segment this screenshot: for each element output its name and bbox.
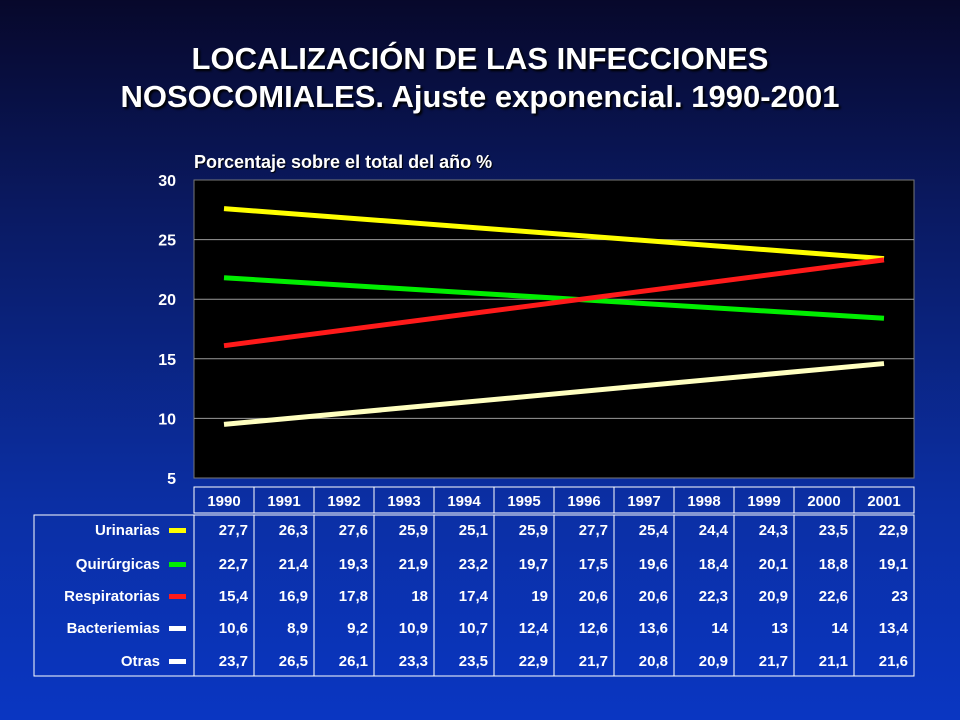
table-cell: 15,4 — [219, 588, 249, 605]
table-cell: 12,4 — [519, 620, 549, 637]
trend-line — [223, 257, 885, 349]
x-tick-label: 2001 — [867, 493, 900, 510]
table-cell: 17,5 — [579, 556, 608, 573]
table-cell: 23,5 — [459, 653, 488, 670]
title-line-1: LOCALIZACIÓN DE LAS INFECCIONES — [191, 41, 769, 76]
legend-swatch — [169, 626, 186, 631]
table-row-label: Respiratorias — [64, 588, 160, 605]
table-cell: 20,6 — [639, 588, 668, 605]
x-tick-label: 1996 — [567, 493, 600, 510]
table-cell: 20,9 — [699, 653, 728, 670]
x-tick-label: 1990 — [207, 493, 240, 510]
table-cell: 13,4 — [879, 620, 909, 637]
table-cell: 21,7 — [759, 653, 788, 670]
x-tick-label: 1992 — [327, 493, 360, 510]
table-cell: 19,7 — [519, 556, 548, 573]
table-cell: 25,9 — [519, 522, 548, 539]
table-cell: 21,4 — [279, 556, 309, 573]
x-tick-label: 2000 — [807, 493, 840, 510]
table-cell: 21,7 — [579, 653, 608, 670]
y-tick-label: 10 — [158, 411, 176, 428]
table-cell: 13,6 — [639, 620, 668, 637]
table-cell: 27,6 — [339, 522, 368, 539]
legend-swatch — [169, 528, 186, 533]
table-cell: 10,6 — [219, 620, 248, 637]
table-cell: 27,7 — [579, 522, 608, 539]
x-tick-label: 1991 — [267, 493, 300, 510]
y-tick-label: 25 — [158, 233, 176, 250]
table-cell: 18,8 — [819, 556, 848, 573]
table-cell: 10,9 — [399, 620, 428, 637]
table-cell: 22,3 — [699, 588, 728, 605]
plot-area — [193, 179, 915, 479]
table-row-label: Urinarias — [95, 522, 160, 539]
year-header-cell — [853, 486, 915, 514]
table-cell: 18,4 — [699, 556, 729, 573]
x-tick-label: 1994 — [447, 493, 481, 510]
x-tick-label: 1995 — [507, 493, 540, 510]
title-line-2: NOSOCOMIALES. Ajuste exponencial. 1990-2… — [120, 79, 840, 114]
table-cell: 22,9 — [879, 522, 908, 539]
table-cell: 14 — [831, 620, 848, 637]
table-row-label: Quirúrgicas — [76, 556, 160, 573]
table-cell: 23,5 — [819, 522, 848, 539]
y-tick-label: 5 — [167, 471, 176, 488]
trend-line — [223, 206, 885, 262]
table-cell: 22,6 — [819, 588, 848, 605]
table-cell: 17,8 — [339, 588, 368, 605]
table-cell: 25,9 — [399, 522, 428, 539]
table-cell: 20,9 — [759, 588, 788, 605]
table-cell: 22,9 — [519, 653, 548, 670]
table-row-label: Otras — [121, 653, 160, 670]
table-cell: 25,1 — [459, 522, 488, 539]
table-cell: 23,7 — [219, 653, 248, 670]
table-cell: 23,3 — [399, 653, 428, 670]
table-cell: 19 — [531, 588, 548, 605]
x-tick-label: 1997 — [627, 493, 660, 510]
y-axis-label: Porcentaje sobre el total del año % — [194, 152, 493, 172]
table-cell: 26,3 — [279, 522, 308, 539]
legend-swatch — [169, 562, 186, 567]
table-cell: 20,6 — [579, 588, 608, 605]
y-tick-label: 30 — [158, 173, 176, 190]
table-cell: 24,3 — [759, 522, 788, 539]
table-cell: 16,9 — [279, 588, 308, 605]
x-tick-label: 1999 — [747, 493, 780, 510]
legend-swatch — [169, 659, 186, 664]
legend-swatch — [169, 594, 186, 599]
table-cell: 12,6 — [579, 620, 608, 637]
table-cell: 9,2 — [347, 620, 368, 637]
table-cell: 20,8 — [639, 653, 668, 670]
table-cell: 21,9 — [399, 556, 428, 573]
table-cell: 18 — [411, 588, 428, 605]
table-cell: 25,4 — [639, 522, 669, 539]
table-cell: 23 — [891, 588, 908, 605]
table-cell: 22,7 — [219, 556, 248, 573]
table-row-label: Bacteriemias — [67, 620, 160, 637]
table-cell: 10,7 — [459, 620, 488, 637]
table-cell: 20,1 — [759, 556, 788, 573]
table-cell: 14 — [711, 620, 728, 637]
trend-line — [223, 361, 885, 427]
x-tick-label: 1998 — [687, 493, 720, 510]
table-cell: 19,6 — [639, 556, 668, 573]
table-cell: 23,2 — [459, 556, 488, 573]
trend-line — [223, 275, 885, 321]
table-cell: 19,1 — [879, 556, 908, 573]
slide-title: LOCALIZACIÓN DE LAS INFECCIONES NOSOCOMI… — [0, 40, 960, 116]
table-cell: 21,6 — [879, 653, 908, 670]
table-cell: 24,4 — [699, 522, 729, 539]
y-tick-label: 20 — [158, 292, 176, 309]
table-cell: 8,9 — [287, 620, 308, 637]
table-cell: 19,3 — [339, 556, 368, 573]
table-cell: 17,4 — [459, 588, 489, 605]
y-tick-label: 15 — [158, 352, 176, 369]
table-cell: 26,5 — [279, 653, 308, 670]
table-cell: 27,7 — [219, 522, 248, 539]
x-tick-label: 1993 — [387, 493, 420, 510]
table-cell: 26,1 — [339, 653, 368, 670]
table-cell: 13 — [771, 620, 788, 637]
table-cell: 21,1 — [819, 653, 848, 670]
